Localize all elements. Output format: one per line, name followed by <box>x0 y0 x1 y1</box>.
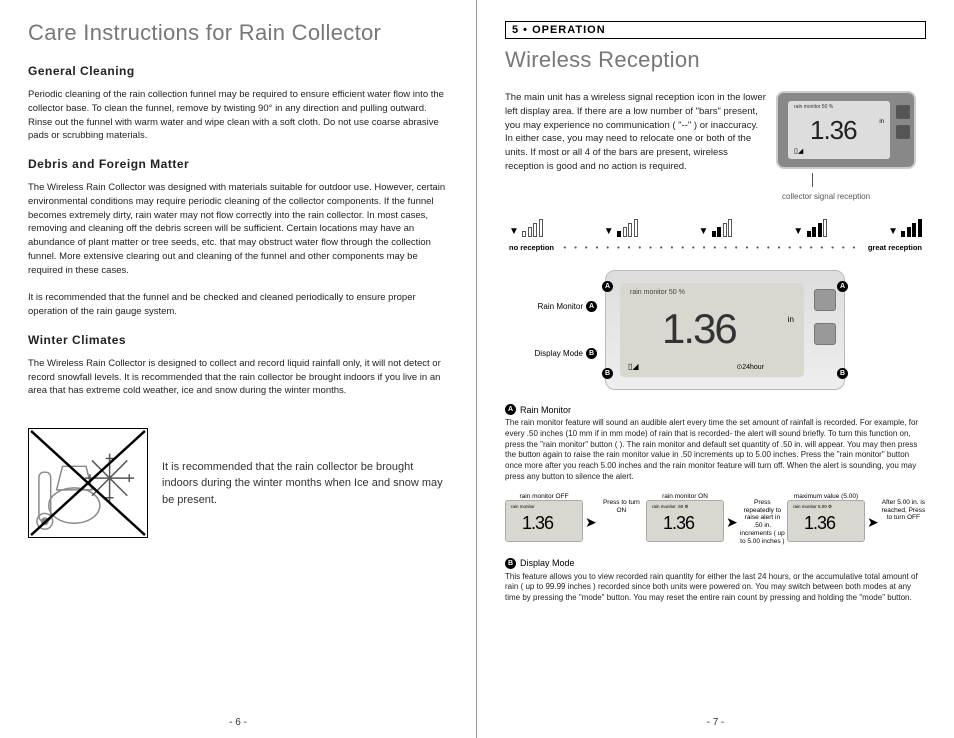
page-number: - 6 - <box>0 717 476 728</box>
page-title: Wireless Reception <box>505 47 926 73</box>
device-illustration-small: rain monitor 50 % 1.36 in ▯◢ collector s… <box>776 91 926 201</box>
feature-a-body: The rain monitor feature will sound an a… <box>505 418 926 483</box>
device-illustration-large: rain monitor 50 % 1.36 in ▯◢ ⊙24hour A A… <box>605 270 845 390</box>
label-no-reception: no reception <box>509 243 554 252</box>
page-title: Care Instructions for Rain Collector <box>28 20 448 46</box>
device-caption: collector signal reception <box>782 192 926 201</box>
rain-monitor-sequence: rain monitor OFF rain monitor1.36 ➤ Pres… <box>505 493 926 546</box>
no-snow-icon <box>28 428 148 538</box>
intro-text: The main unit has a wireless signal rece… <box>505 91 766 174</box>
section-header: 5 • OPERATION <box>505 21 926 39</box>
body-winter: The Wireless Rain Collector is designed … <box>28 357 448 398</box>
label-great-reception: great reception <box>868 243 922 252</box>
page-7: 5 • OPERATION Wireless Reception The mai… <box>477 0 954 738</box>
heading-debris: Debris and Foreign Matter <box>28 157 448 171</box>
page-6: Care Instructions for Rain Collector Gen… <box>0 0 477 738</box>
feature-b-body: This feature allows you to view recorded… <box>505 572 926 604</box>
heading-cleaning: General Cleaning <box>28 64 448 78</box>
page-number: - 7 - <box>477 717 954 728</box>
feature-a-title: Rain Monitor <box>520 405 571 415</box>
feature-b-title: Display Mode <box>520 558 575 568</box>
body-debris-1: The Wireless Rain Collector was designed… <box>28 181 448 277</box>
heading-winter: Winter Climates <box>28 333 448 347</box>
winter-note: It is recommended that the rain collecto… <box>162 459 448 509</box>
winter-callout: It is recommended that the rain collecto… <box>28 428 448 538</box>
body-cleaning: Periodic cleaning of the rain collection… <box>28 88 448 143</box>
body-debris-2: It is recommended that the funnel and be… <box>28 291 448 319</box>
signal-strength-icons: ▼ ▼ ▼ ▼ ▼ <box>509 219 922 237</box>
